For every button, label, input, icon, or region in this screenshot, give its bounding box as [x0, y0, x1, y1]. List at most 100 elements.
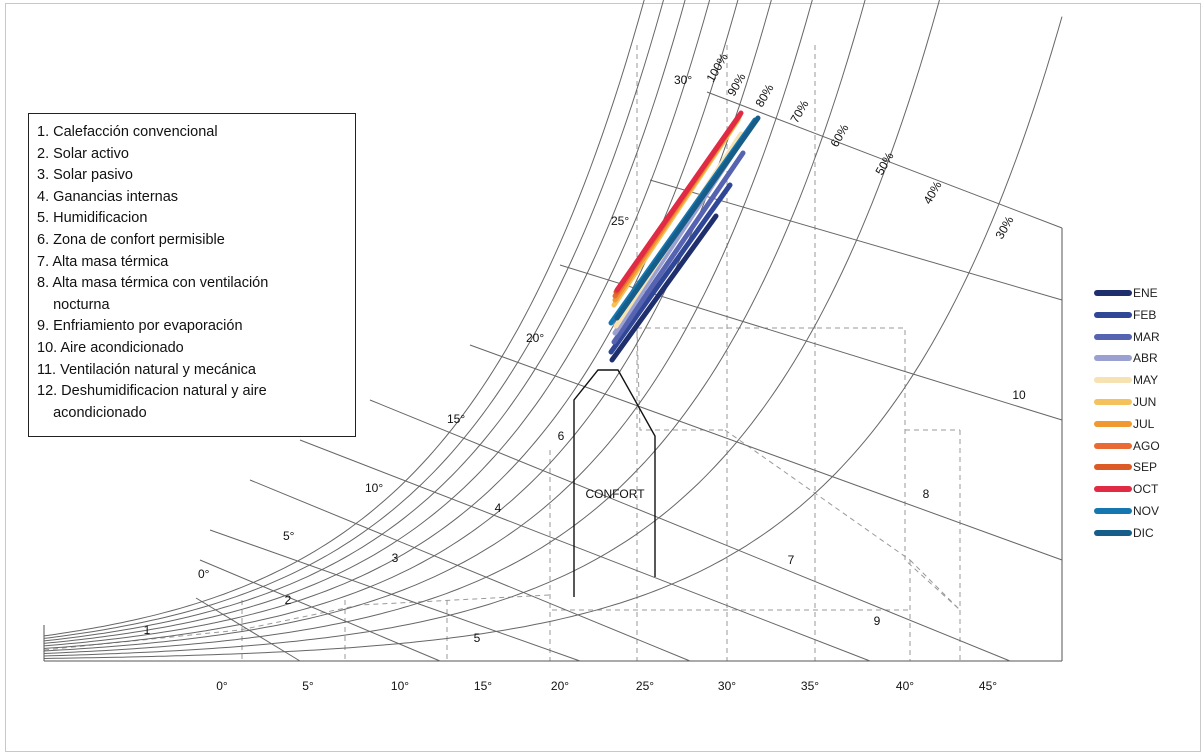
x-tick-label: 45° — [979, 679, 997, 693]
zone-10-boundary — [637, 327, 961, 611]
month-legend-item: FEB — [1094, 306, 1156, 324]
legend-item: 4. Ganancias internas — [37, 188, 179, 205]
legend-item: 10. Aire acondicionado — [37, 339, 184, 356]
month-legend-item: ENE — [1094, 284, 1158, 302]
rh-label: 90% — [724, 70, 748, 98]
legend-item: 7. Alta masa térmica — [37, 253, 169, 270]
month-label: AGO — [1133, 438, 1160, 453]
comfort-zone-polygon — [573, 369, 656, 597]
legend-item: 2. Solar activo — [37, 145, 129, 162]
month-legend-item: MAY — [1094, 371, 1158, 389]
month-label: JUN — [1133, 395, 1157, 409]
legend-item: 6. Zona de confort permisible — [37, 231, 225, 248]
x-tick-label: 20° — [551, 679, 569, 693]
rh-curve — [43, 0, 665, 639]
month-swatch — [1094, 529, 1132, 536]
month-label: FEB — [1133, 307, 1157, 322]
zone-number: 1 — [144, 623, 151, 637]
month-legend-item: DIC — [1094, 524, 1154, 542]
figure-frame — [5, 3, 1201, 752]
month-label: MAR — [1133, 329, 1160, 344]
month-legend-item: MAR — [1094, 328, 1160, 346]
wet-bulb-line — [299, 439, 871, 662]
zone-number: 9 — [874, 614, 881, 628]
wet-bulb-label: 15° — [447, 412, 465, 426]
month-line-dic — [614, 115, 761, 321]
month-label: DIC — [1133, 525, 1154, 540]
rh-label: 40% — [920, 178, 944, 206]
month-line-oct — [614, 110, 744, 293]
zone-boundary — [724, 429, 911, 561]
zone-boundary — [549, 450, 910, 611]
zone-number: 2 — [285, 593, 292, 607]
legend-item: 1. Calefacción convencional — [37, 124, 218, 140]
wet-bulb-line — [249, 479, 691, 662]
rh-curve — [43, 0, 940, 657]
month-swatch — [1094, 311, 1132, 318]
wet-bulb-label: 10° — [365, 481, 383, 495]
wet-bulb-line — [209, 529, 581, 662]
wet-bulb-line — [469, 344, 1063, 561]
rh-curve — [43, 16, 1063, 659]
legend-item: 5. Humidificacion — [37, 210, 148, 227]
month-legend-item: SEP — [1094, 458, 1157, 476]
rh-label: 60% — [827, 121, 851, 149]
rh-curves — [43, 0, 1063, 662]
top-boundary-line — [706, 91, 1063, 229]
wet-bulb-line — [195, 597, 301, 662]
zone-5-boundary — [43, 594, 551, 651]
month-swatch — [1094, 377, 1132, 384]
wet-bulb-line — [369, 399, 1011, 662]
rh-label: 70% — [787, 97, 811, 125]
rh-curve — [43, 0, 645, 637]
month-swatch — [1094, 420, 1132, 427]
zone-number: 3 — [392, 551, 399, 565]
month-label: ABR — [1133, 351, 1158, 366]
month-legend-item: OCT — [1094, 480, 1158, 498]
wet-bulb-label: 25° — [611, 214, 629, 228]
strategy-legend: 1. Calefacción convencional 2. Solar acti… — [28, 113, 356, 437]
month-line-ene — [609, 213, 719, 363]
zone-number: 10 — [1012, 388, 1026, 402]
legend-item: 12. Deshumidificacion natural y aire aco… — [37, 383, 267, 421]
zone-boundary — [636, 327, 725, 431]
legend-item: 9. Enfriamiento por evaporación — [37, 318, 243, 335]
month-label: ENE — [1133, 286, 1158, 300]
x-tick-label: 0° — [216, 679, 228, 693]
x-tick-label: 35° — [801, 679, 819, 693]
month-label: MAY — [1133, 373, 1159, 388]
month-swatch — [1094, 464, 1132, 471]
month-legend-item: JUL — [1094, 415, 1154, 433]
rh-curve — [43, 0, 686, 642]
monthly-climate-lines — [608, 110, 761, 363]
wet-bulb-lines — [195, 179, 1063, 662]
month-swatch — [1094, 399, 1132, 405]
zone-number: 5 — [474, 631, 481, 645]
month-line-feb — [608, 182, 733, 355]
wet-bulb-label: 20° — [526, 331, 544, 345]
month-swatch — [1094, 355, 1132, 362]
month-legend-item: NOV — [1094, 502, 1159, 520]
x-tick-label: 30° — [718, 679, 736, 693]
wet-bulb-label: 5° — [283, 529, 295, 543]
month-swatch — [1094, 333, 1132, 340]
zone-boundary — [909, 559, 961, 611]
x-tick-label: 40° — [896, 679, 914, 693]
wet-bulb-label: 0° — [198, 567, 210, 581]
comfort-zone-label: CONFORT — [585, 487, 645, 501]
legend-item: 11. Ventilación natural y mecánica — [37, 361, 256, 378]
month-swatch — [1094, 442, 1132, 449]
rh-curve — [43, 0, 711, 644]
x-tick-label: 25° — [636, 679, 654, 693]
x-tick-label: 5° — [302, 679, 314, 693]
month-label: JUL — [1133, 416, 1155, 431]
rh-curve — [43, 0, 739, 647]
month-swatch — [1094, 486, 1132, 493]
x-tick-label: 15° — [474, 679, 492, 693]
rh-curve — [43, 0, 866, 654]
strategy-zones — [573, 369, 656, 597]
rh-label: 30% — [992, 213, 1016, 241]
zone-number: 4 — [495, 501, 502, 515]
rh-curve — [43, 0, 772, 649]
